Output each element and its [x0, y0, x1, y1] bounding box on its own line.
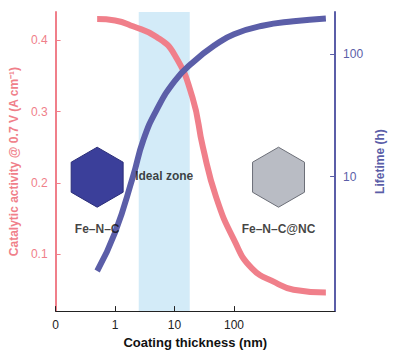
- svg-text:0: 0: [52, 318, 59, 332]
- svg-text:0.4: 0.4: [31, 33, 48, 47]
- svg-text:0.3: 0.3: [31, 105, 48, 119]
- svg-text:Fe–N–C: Fe–N–C: [75, 222, 120, 236]
- svg-text:Ideal zone: Ideal zone: [135, 169, 193, 183]
- svg-text:10: 10: [343, 170, 357, 184]
- svg-text:1: 1: [112, 318, 119, 332]
- svg-text:100: 100: [224, 318, 244, 332]
- svg-text:Catalytic activity @ 0.7 V (A: Catalytic activity @ 0.7 V (A cm⁻¹): [7, 67, 21, 256]
- svg-text:Fe–N–C@NC: Fe–N–C@NC: [242, 222, 316, 236]
- svg-text:0.2: 0.2: [31, 176, 48, 190]
- svg-text:Coating thickness (nm): Coating thickness (nm): [123, 335, 267, 350]
- svg-text:0.1: 0.1: [31, 247, 48, 261]
- svg-text:100: 100: [343, 47, 363, 61]
- svg-text:10: 10: [168, 318, 182, 332]
- svg-text:Lifetime (h): Lifetime (h): [373, 129, 387, 194]
